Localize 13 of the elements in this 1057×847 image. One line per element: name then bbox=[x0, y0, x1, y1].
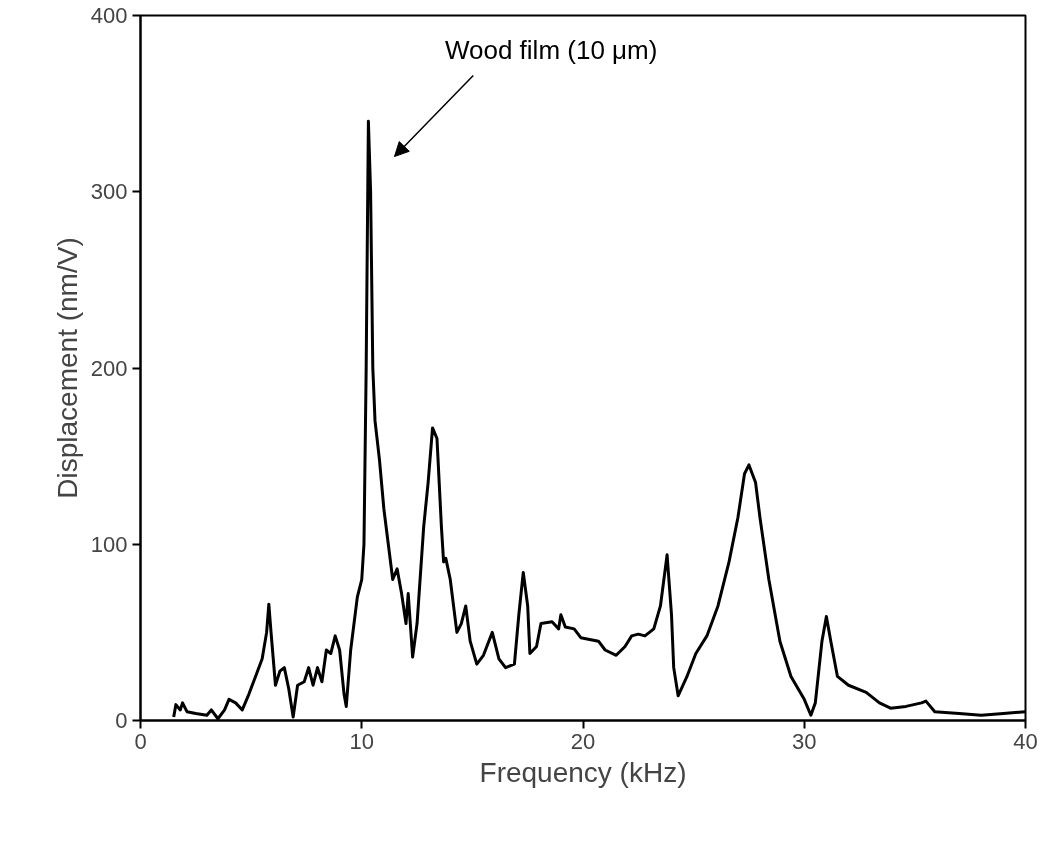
annotation: Wood film (10 μm) bbox=[444, 34, 658, 65]
x-tick-label: 40 bbox=[1013, 728, 1038, 754]
x-tick-label: 10 bbox=[349, 728, 374, 754]
x-tick-label: 30 bbox=[792, 728, 817, 754]
y-tick-label: 400 bbox=[90, 3, 128, 28]
y-tick-label: 200 bbox=[90, 355, 128, 381]
y-tick-label: 0 bbox=[115, 708, 128, 733]
x-axis-title: Frequency (kHz) bbox=[479, 756, 687, 788]
y-axis-title: Displacement (nm/V) bbox=[51, 237, 83, 499]
x-tick-label: 20 bbox=[570, 728, 596, 754]
y-tick-label: 300 bbox=[90, 179, 128, 205]
x-tick-label: 0 bbox=[134, 728, 147, 754]
y-tick-label: 100 bbox=[90, 531, 128, 557]
